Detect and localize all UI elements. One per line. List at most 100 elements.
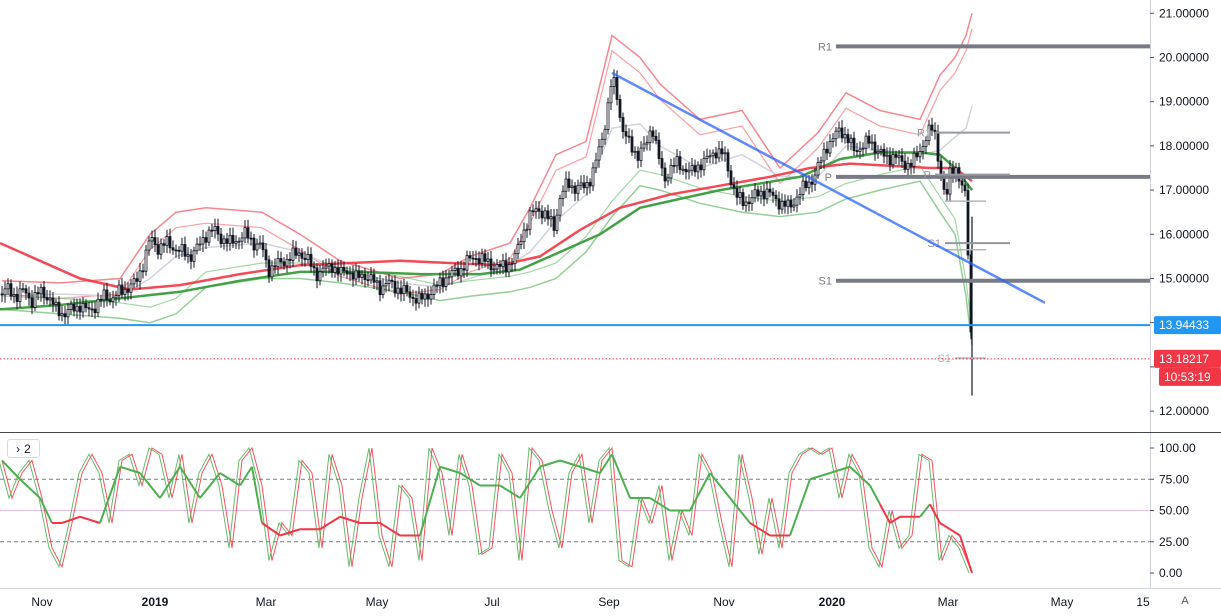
candle-body	[72, 303, 76, 312]
candle-body	[696, 164, 700, 173]
candle-body	[99, 298, 103, 301]
candle-body	[282, 261, 286, 267]
candle-body	[804, 180, 808, 189]
candle-body	[729, 170, 733, 186]
candle	[441, 270, 445, 293]
candle	[228, 227, 232, 251]
candle	[462, 261, 466, 279]
candle	[81, 296, 85, 318]
candle-body	[609, 86, 613, 104]
candle-body	[132, 278, 136, 285]
candle-body	[39, 286, 43, 295]
candle	[837, 121, 841, 139]
candle-body	[669, 165, 673, 179]
candle-body	[834, 130, 838, 140]
candle-body	[423, 293, 427, 300]
candle	[156, 237, 160, 260]
candle-body	[147, 240, 151, 251]
candle	[804, 176, 808, 192]
candle	[96, 292, 100, 318]
candle	[504, 252, 508, 278]
candle	[243, 220, 247, 244]
candle	[249, 231, 253, 246]
candle-body	[591, 167, 595, 187]
candle-body	[156, 244, 160, 255]
oscillator-collapse-button[interactable]: › 2	[7, 439, 40, 458]
candle-body	[471, 257, 475, 260]
osc-main-segment	[159, 466, 181, 499]
candle	[153, 229, 157, 253]
candle	[558, 194, 562, 222]
candle-body	[915, 152, 919, 158]
candle-body	[654, 135, 658, 141]
price-label: 13.94433	[1159, 318, 1209, 332]
candle-body	[312, 266, 316, 269]
candle-body	[702, 158, 706, 171]
candle	[42, 281, 46, 305]
candle-body	[672, 165, 676, 167]
candle-body	[924, 140, 928, 148]
candle-body	[918, 151, 922, 158]
osc-main-segment	[219, 472, 241, 487]
candle-body	[861, 147, 865, 150]
candle	[144, 245, 148, 276]
candle-body	[222, 238, 226, 245]
candle	[426, 286, 430, 307]
candle	[141, 263, 145, 279]
candle	[114, 290, 118, 306]
price-tick-label: 20.00000	[1159, 50, 1209, 64]
candle	[735, 180, 739, 206]
candle	[27, 286, 31, 306]
candle	[852, 131, 856, 156]
candle-body	[492, 268, 496, 271]
candle-body	[762, 190, 766, 200]
candle	[75, 298, 79, 319]
candle-body	[324, 265, 328, 269]
candle-body	[219, 233, 223, 245]
pivot-label: P	[924, 170, 931, 182]
candle-body	[228, 235, 232, 244]
bollinger-upper-inner	[1, 28, 973, 300]
candle-body	[666, 177, 670, 182]
candle-body	[927, 124, 931, 142]
candle-body	[477, 258, 481, 264]
osc-main-segment	[539, 459, 561, 468]
candle-body	[384, 283, 388, 287]
osc-main-segment	[829, 465, 851, 474]
chevron-right-icon: ›	[16, 441, 21, 456]
countdown-box	[1159, 367, 1221, 386]
osc-main-segment	[649, 497, 671, 512]
candle-body	[429, 294, 433, 300]
candle	[93, 301, 97, 319]
candle	[747, 194, 751, 212]
candle	[738, 185, 742, 205]
candle	[123, 281, 127, 301]
candle-body	[225, 238, 229, 244]
trendline[interactable]	[611, 71, 1046, 304]
candle	[681, 165, 685, 175]
candle-body	[756, 189, 760, 197]
osc-main-segment	[199, 472, 221, 499]
time-tick-label: May	[366, 595, 389, 609]
candle-body	[930, 124, 934, 131]
candle	[258, 235, 262, 249]
candle-body	[642, 143, 646, 149]
osc-main-segment	[39, 497, 53, 524]
auto-scale-button[interactable]: A	[1181, 595, 1189, 607]
candle	[360, 270, 364, 285]
candle	[717, 141, 721, 162]
candle	[609, 79, 613, 111]
candle-body	[348, 272, 352, 275]
candle-body	[738, 192, 742, 198]
candle	[501, 253, 505, 274]
candle-body	[189, 254, 193, 262]
candle	[342, 261, 346, 277]
candle-body	[357, 270, 361, 278]
candle	[498, 260, 502, 275]
candle-body	[420, 292, 424, 300]
candle	[348, 266, 352, 282]
candle-body	[741, 192, 745, 207]
candle	[489, 250, 493, 278]
candle	[324, 258, 328, 276]
